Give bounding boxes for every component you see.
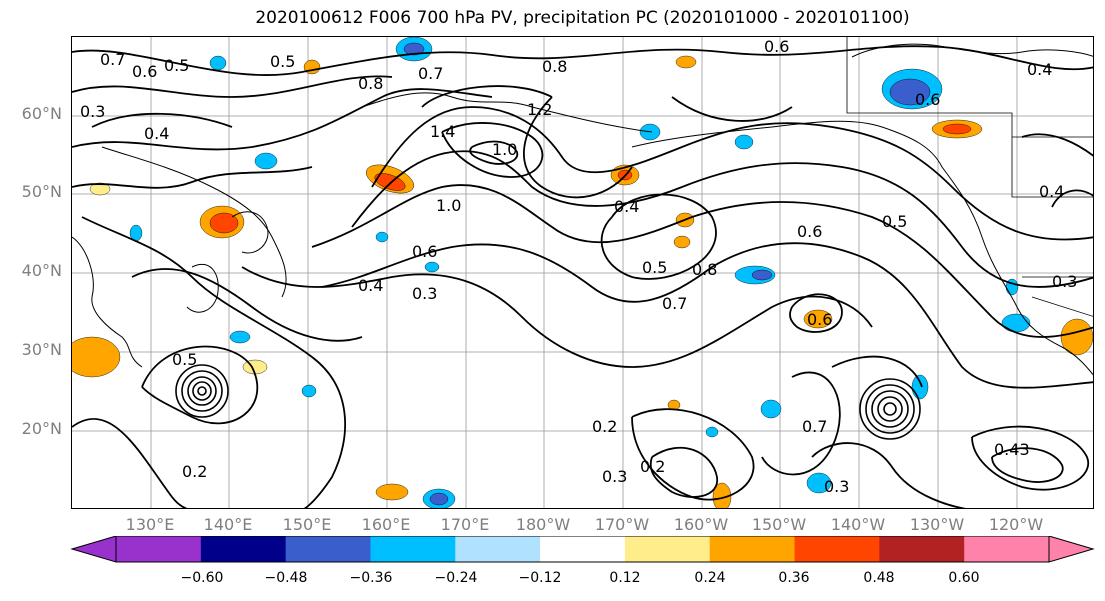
map-canvas: 0.7 0.6 0.5 0.3 0.4 0.5 0.8 0.7 0.8 1.2 …: [72, 37, 1093, 508]
colorbar-segment: [709, 536, 796, 562]
contour-label: 0.5: [882, 212, 907, 231]
contour-label: 0.3: [80, 102, 105, 121]
colorbar-segments: [116, 536, 1050, 562]
contour-label: 0.4: [1027, 60, 1052, 79]
colorbar: [70, 536, 1095, 563]
map-panel: 0.7 0.6 0.5 0.3 0.4 0.5 0.8 0.7 0.8 1.2 …: [71, 36, 1094, 509]
colorbar-segment: [794, 536, 880, 562]
lat-label-20n: 20°N: [21, 419, 62, 438]
lon-label: 130°E: [125, 515, 175, 534]
contour-label: 0.7: [100, 50, 125, 69]
lon-label: 170°E: [440, 515, 490, 534]
lat-label-30n: 30°N: [21, 340, 62, 359]
contour-label: 0.4: [358, 276, 383, 295]
contour-label: 0.5: [642, 258, 667, 277]
colorbar-segment: [455, 536, 541, 562]
contour-label: 0.2: [182, 462, 207, 481]
contour-label: 0.6: [412, 242, 437, 261]
contour-label: 0.6: [915, 90, 940, 109]
colorbar-segment: [879, 536, 965, 562]
contour-label: 0.5: [164, 56, 189, 75]
contour-label: 0.2: [592, 417, 617, 436]
lat-label-50n: 50°N: [21, 182, 62, 201]
contour-label: 1.4: [430, 122, 455, 141]
colorbar-frame: [115, 536, 1050, 563]
colorbar-tick: −0.60: [180, 570, 224, 586]
contour-label: 0.6: [797, 222, 822, 241]
contour-label: 0.6: [807, 310, 832, 329]
colorbar-extend-high: [1048, 536, 1095, 563]
colorbar-tick: −0.24: [434, 570, 478, 586]
contour-label: 1.2: [527, 100, 552, 119]
contour-label: 0.3: [602, 467, 627, 486]
colorbar-segment: [624, 536, 711, 562]
contour-label: 0.4: [144, 124, 169, 143]
contour-label: 0.6: [132, 62, 157, 81]
contour-label: 0.5: [270, 52, 295, 71]
colorbar-tick: −0.36: [349, 570, 393, 586]
colorbar-tick: −0.48: [264, 570, 308, 586]
contour-label: 0.43: [994, 440, 1030, 459]
colorbar-segment: [116, 536, 202, 562]
contour-label: 0.4: [614, 197, 639, 216]
contour-label: 1.0: [436, 196, 461, 215]
contour-labels: 0.7 0.6 0.5 0.3 0.4 0.5 0.8 0.7 0.8 1.2 …: [80, 37, 1077, 496]
lon-label: 130°W: [909, 515, 965, 534]
coastlines: [72, 37, 1093, 376]
lon-label: 170°W: [594, 515, 650, 534]
lon-label: 160°W: [673, 515, 729, 534]
colorbar-extend-low: [70, 536, 117, 563]
contour-label: 0.6: [764, 37, 789, 56]
colorbar-tick: 0.36: [778, 570, 810, 586]
lat-label-60n: 60°N: [21, 104, 62, 123]
map-title: 2020100612 F006 700 hPa PV, precipitatio…: [255, 8, 910, 28]
cyclone-contours: [175, 364, 921, 440]
colorbar-segment: [540, 536, 626, 562]
colorbar-tick: 0.60: [948, 570, 980, 586]
contour-label: 0.3: [1052, 272, 1077, 291]
lon-label: 150°E: [282, 515, 332, 534]
contour-label: 0.3: [412, 284, 437, 303]
contour-label: 0.3: [824, 477, 849, 496]
contour-label: 0.5: [172, 350, 197, 369]
lon-label: 160°E: [361, 515, 411, 534]
contour-label: 1.0: [492, 140, 517, 159]
graticule: [72, 37, 1093, 508]
colorbar-tick: −0.12: [518, 570, 562, 586]
lat-label-40n: 40°N: [21, 261, 62, 280]
colorbar-segment: [964, 536, 1050, 562]
precip-shading: [72, 37, 1093, 508]
lon-label: 180°W: [515, 515, 571, 534]
colorbar-tick: 0.48: [863, 570, 895, 586]
colorbar-segment: [370, 536, 456, 562]
contour-label: 0.8: [542, 57, 567, 76]
contour-label: 0.8: [358, 74, 383, 93]
lon-label: 140°W: [830, 515, 886, 534]
contour-label: 0.2: [640, 457, 665, 476]
pv-contours: [72, 45, 1093, 508]
contour-label: 0.7: [418, 64, 443, 83]
contour-label: 0.4: [1039, 182, 1064, 201]
contour-label: 0.7: [802, 417, 827, 436]
contour-label: 0.7: [662, 294, 687, 313]
colorbar-segment: [285, 536, 371, 562]
colorbar-tick: 0.24: [694, 570, 726, 586]
lon-label: 150°W: [751, 515, 807, 534]
colorbar-tick: 0.12: [609, 570, 641, 586]
contour-label: 0.8: [692, 260, 717, 279]
lon-label: 120°W: [988, 515, 1044, 534]
lon-label: 140°E: [203, 515, 253, 534]
colorbar-segment: [200, 536, 287, 562]
